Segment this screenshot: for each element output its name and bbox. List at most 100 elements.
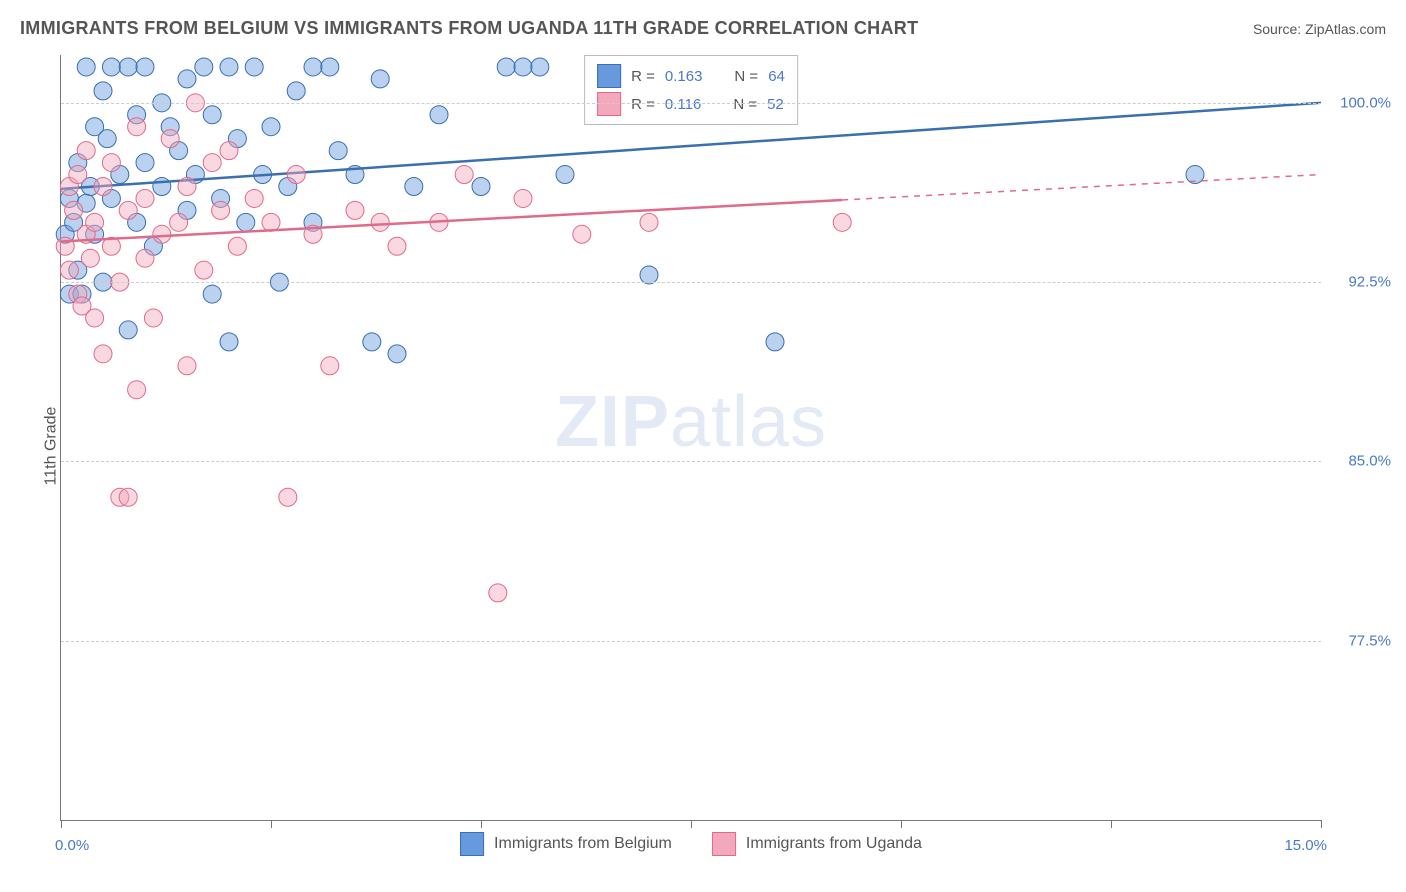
data-point (86, 309, 104, 327)
data-point (388, 237, 406, 255)
data-point (178, 177, 196, 195)
data-point (136, 249, 154, 267)
data-point (69, 166, 87, 184)
legend-swatch (460, 832, 484, 856)
chart-svg (61, 55, 1321, 820)
data-point (245, 189, 263, 207)
data-point (212, 201, 230, 219)
chart-title: IMMIGRANTS FROM BELGIUM VS IMMIGRANTS FR… (20, 18, 918, 39)
data-point (128, 381, 146, 399)
x-tick (691, 820, 692, 828)
bottom-legend-item: Immigrants from Belgium (460, 832, 672, 856)
data-point (153, 225, 171, 243)
data-point (388, 345, 406, 363)
data-point (136, 189, 154, 207)
data-point (195, 261, 213, 279)
legend-row: R =0.163N =64 (597, 62, 785, 90)
x-end-label: 15.0% (1284, 837, 1327, 854)
data-point (514, 58, 532, 76)
data-point (136, 58, 154, 76)
data-point (195, 58, 213, 76)
data-point (640, 213, 658, 231)
data-point (65, 201, 83, 219)
plot-area: ZIPatlas R =0.163N =64R =0.116N =52 0.0%… (60, 55, 1321, 821)
data-point (279, 488, 297, 506)
data-point (119, 58, 137, 76)
data-point (119, 201, 137, 219)
data-point (287, 166, 305, 184)
data-point (161, 130, 179, 148)
data-point (128, 118, 146, 136)
bottom-legend: Immigrants from Belgium Immigrants from U… (460, 832, 922, 856)
y-tick-label: 77.5% (1331, 632, 1391, 649)
legend-row: R =0.116N =52 (597, 90, 785, 118)
gridline (61, 103, 1321, 104)
data-point (573, 225, 591, 243)
data-point (119, 488, 137, 506)
data-point (98, 130, 116, 148)
data-point (170, 213, 188, 231)
data-point (262, 213, 280, 231)
data-point (363, 333, 381, 351)
source-label: Source: ZipAtlas.com (1253, 21, 1386, 37)
data-point (405, 177, 423, 195)
data-point (60, 261, 78, 279)
data-point (203, 285, 221, 303)
source-link[interactable]: ZipAtlas.com (1305, 21, 1386, 37)
data-point (178, 357, 196, 375)
legend-n-label: N = (734, 68, 758, 85)
data-point (304, 58, 322, 76)
data-point (287, 82, 305, 100)
gridline (61, 641, 1321, 642)
data-point (766, 333, 784, 351)
gridline (61, 282, 1321, 283)
data-point (455, 166, 473, 184)
data-point (94, 345, 112, 363)
data-point (237, 213, 255, 231)
data-point (531, 58, 549, 76)
data-point (262, 118, 280, 136)
gridline (61, 461, 1321, 462)
y-tick-label: 85.0% (1331, 453, 1391, 470)
stats-legend: R =0.163N =64R =0.116N =52 (584, 55, 798, 125)
x-tick (271, 820, 272, 828)
data-point (220, 333, 238, 351)
legend-swatch (597, 64, 621, 88)
x-tick (61, 820, 62, 828)
legend-n-label: N = (733, 96, 757, 113)
data-point (321, 58, 339, 76)
data-point (102, 58, 120, 76)
data-point (178, 70, 196, 88)
data-point (556, 166, 574, 184)
data-point (497, 58, 515, 76)
data-point (245, 58, 263, 76)
y-tick-label: 92.5% (1331, 274, 1391, 291)
x-tick (1111, 820, 1112, 828)
data-point (86, 213, 104, 231)
y-axis-label: 11th Grade (42, 407, 60, 486)
series-name: Immigrants from Belgium (494, 835, 672, 853)
data-point (94, 177, 112, 195)
data-point (329, 142, 347, 160)
data-point (321, 357, 339, 375)
data-point (144, 309, 162, 327)
legend-n-value: 52 (767, 96, 784, 113)
x-tick (1321, 820, 1322, 828)
data-point (228, 237, 246, 255)
data-point (220, 142, 238, 160)
bottom-legend-item: Immigrants from Uganda (712, 832, 922, 856)
data-point (489, 584, 507, 602)
legend-n-value: 64 (768, 68, 785, 85)
series-name: Immigrants from Uganda (746, 835, 922, 853)
data-point (514, 189, 532, 207)
data-point (136, 154, 154, 172)
data-point (203, 106, 221, 124)
data-point (430, 106, 448, 124)
data-point (371, 213, 389, 231)
data-point (346, 201, 364, 219)
legend-r-value: 0.163 (665, 68, 703, 85)
data-point (153, 177, 171, 195)
x-tick (901, 820, 902, 828)
data-point (371, 70, 389, 88)
data-point (472, 177, 490, 195)
